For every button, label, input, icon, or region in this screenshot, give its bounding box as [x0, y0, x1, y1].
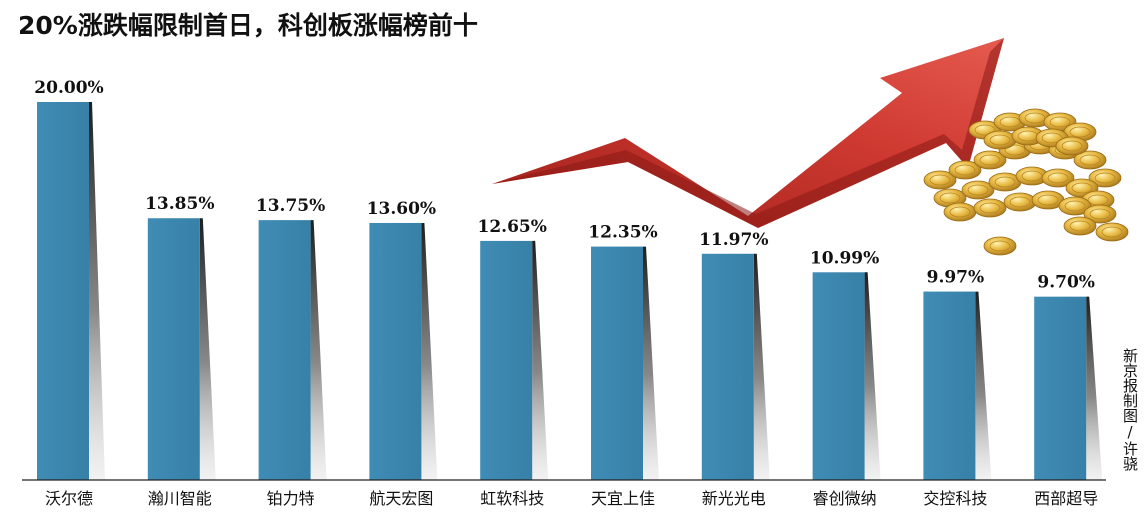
coin-rim-icon — [1094, 172, 1116, 184]
category-label: 瀚川智能 — [148, 489, 212, 508]
bar — [258, 220, 311, 480]
coin-rim-icon — [1069, 126, 1091, 138]
bar — [923, 291, 976, 480]
value-label: 10.99% — [810, 248, 879, 268]
category-label: 天宜上佳 — [591, 489, 655, 508]
bar-shadow — [532, 240, 549, 480]
coin-icon — [948, 160, 982, 180]
coin-icon — [973, 198, 1007, 218]
bar-shadow — [975, 291, 992, 480]
category-label: 新光光电 — [702, 489, 766, 508]
bar-shadow — [89, 102, 105, 480]
value-label: 13.60% — [367, 199, 436, 219]
coin-icon — [1058, 196, 1092, 216]
coin-icon — [1073, 150, 1107, 170]
coin-rim-icon — [979, 202, 1001, 214]
category-label: 西部超导 — [1034, 489, 1098, 508]
value-label: 11.97% — [699, 230, 768, 250]
coin-rim-icon — [979, 154, 1001, 166]
coin-icon — [1088, 168, 1122, 188]
coin-rim-icon — [1089, 208, 1111, 220]
coin-rim-icon — [939, 192, 961, 204]
coin-rim-icon — [1004, 144, 1026, 156]
coin-rim-icon — [999, 116, 1021, 128]
coin-rim-icon — [1037, 194, 1059, 206]
value-label: 12.35% — [588, 223, 657, 243]
gold-coin-pile-icon — [923, 108, 1129, 256]
category-label: 铂力特 — [267, 489, 315, 508]
bar-shadow — [753, 253, 770, 480]
bar — [701, 253, 754, 480]
coin-rim-icon — [929, 174, 951, 186]
coin-rim-icon — [1049, 116, 1071, 128]
value-label: 12.65% — [478, 217, 547, 237]
rising-red-arrow-icon — [492, 38, 1004, 228]
coin-icon — [1063, 216, 1097, 236]
bar — [147, 218, 200, 481]
coin-icon — [1003, 192, 1037, 212]
bar-shadow — [310, 220, 327, 480]
coin-rim-icon — [1024, 112, 1046, 124]
coin-rim-icon — [1069, 220, 1091, 232]
coin-rim-icon — [1061, 140, 1083, 152]
value-label: 9.97% — [927, 268, 985, 288]
coin-rim-icon — [989, 134, 1011, 146]
coin-rim-icon — [1064, 200, 1086, 212]
coin-icon — [1055, 136, 1089, 156]
coin-rim-icon — [974, 124, 996, 136]
chart-title: 20%涨跌幅限制首日，科创板涨幅榜前十 — [18, 11, 478, 40]
category-label: 虹软科技 — [480, 489, 544, 508]
coin-icon — [961, 180, 995, 200]
category-label: 睿创微纳 — [813, 489, 877, 508]
coin-icon — [1083, 204, 1117, 224]
value-labels: 20.00% 13.85% 13.75% 13.60% 12.65% 12.35% 11.9… — [34, 78, 1095, 293]
category-label: 交控科技 — [923, 489, 987, 508]
coin-rim-icon — [954, 164, 976, 176]
coin-icon — [923, 170, 957, 190]
coin-icon — [983, 236, 1017, 256]
category-labels: 沃尔德 瀚川智能 铂力特 航天宏图 虹软科技 天宜上佳 新光光电 睿创微纳 交控科技 西部超导 — [45, 489, 1098, 508]
coin-rim-icon — [1009, 196, 1031, 208]
bar-shadow — [1086, 296, 1103, 480]
coin-icon — [983, 130, 1017, 150]
credit-text: 新京报制图/许骁 — [1121, 348, 1139, 471]
bar-shadow — [199, 218, 216, 481]
value-label: 20.00% — [34, 78, 103, 98]
value-label: 13.75% — [256, 196, 325, 216]
coin-rim-icon — [1047, 172, 1069, 184]
bar-shadow — [864, 272, 881, 480]
bar-shadow — [643, 246, 659, 480]
bar — [591, 246, 643, 480]
category-label: 沃尔德 — [45, 489, 93, 508]
bar — [1034, 296, 1087, 480]
bar-shadows — [89, 102, 1103, 481]
bars — [37, 102, 1087, 481]
coin-rim-icon — [949, 206, 971, 218]
coin-icon — [1095, 222, 1129, 242]
coin-icon — [1041, 168, 1075, 188]
coin-rim-icon — [994, 176, 1016, 188]
coin-rim-icon — [1071, 182, 1093, 194]
bar — [37, 102, 89, 480]
value-label: 9.70% — [1037, 273, 1095, 293]
coin-icon — [973, 150, 1007, 170]
value-label: 13.85% — [145, 194, 214, 214]
coin-rim-icon — [989, 240, 1011, 252]
bar — [369, 222, 422, 480]
bar — [480, 240, 533, 480]
bar-shadow — [421, 222, 438, 480]
category-label: 航天宏图 — [369, 489, 433, 508]
coin-rim-icon — [967, 184, 989, 196]
coin-rim-icon — [1041, 132, 1063, 144]
coin-rim-icon — [1079, 154, 1101, 166]
coin-icon — [943, 202, 977, 222]
bar — [812, 272, 865, 480]
coin-rim-icon — [1101, 226, 1123, 238]
